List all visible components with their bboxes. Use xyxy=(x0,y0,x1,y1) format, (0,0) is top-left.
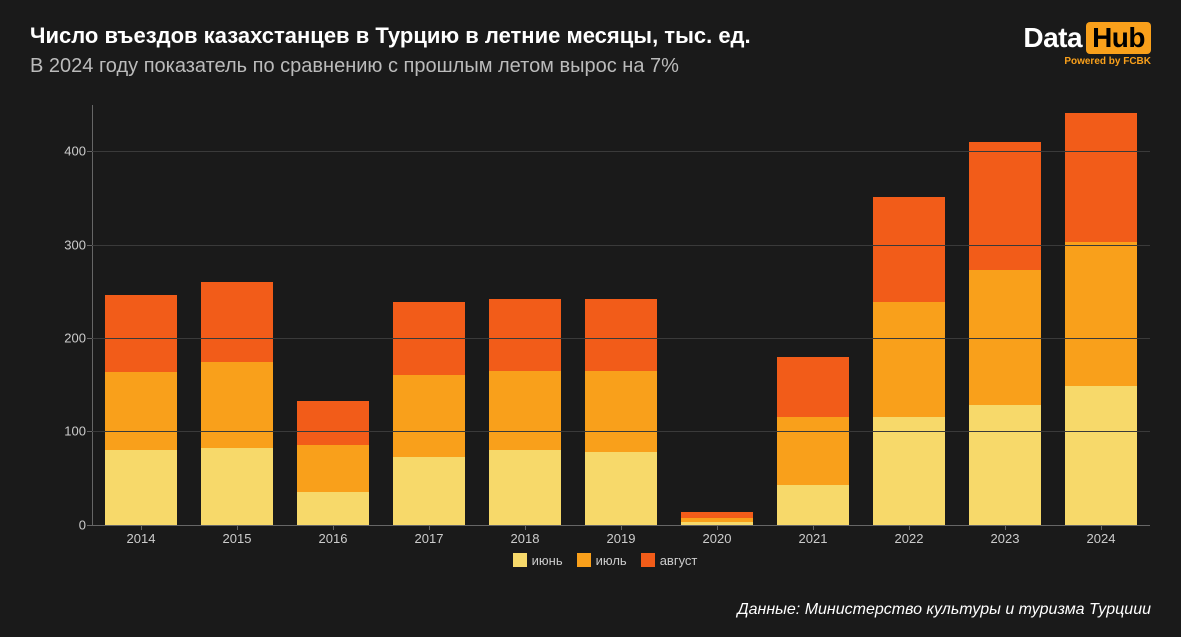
x-tick-mark xyxy=(429,525,430,530)
gridline xyxy=(92,151,1150,152)
bar-segment xyxy=(681,512,753,518)
chart-subtitle: В 2024 году показатель по сравнению с пр… xyxy=(30,53,1023,79)
x-tick-mark xyxy=(717,525,718,530)
bar-segment xyxy=(489,450,561,525)
x-tick-label: 2014 xyxy=(127,531,156,546)
x-tick-label: 2021 xyxy=(799,531,828,546)
legend-item: июль xyxy=(577,553,627,568)
y-tick-mark xyxy=(87,151,92,152)
bar-segment xyxy=(585,371,657,452)
bar-segment xyxy=(201,448,273,525)
bar-segment xyxy=(105,295,177,372)
bar-segment xyxy=(969,142,1041,270)
bar-segment xyxy=(969,405,1041,524)
x-tick-label: 2016 xyxy=(319,531,348,546)
chart-area: 0100200300400 20142015201620172018201920… xyxy=(60,105,1150,555)
x-tick-label: 2018 xyxy=(511,531,540,546)
gridline xyxy=(92,338,1150,339)
y-tick-label: 300 xyxy=(46,237,86,252)
legend-item: август xyxy=(641,553,698,568)
x-tick-label: 2015 xyxy=(223,531,252,546)
bar-segment xyxy=(489,299,561,371)
legend-item: июнь xyxy=(513,553,563,568)
bar-segment xyxy=(873,197,945,302)
plot-area xyxy=(92,105,1150,525)
y-tick-label: 100 xyxy=(46,424,86,439)
datahub-logo: Data Hub xyxy=(1023,22,1151,54)
bar-segment xyxy=(777,485,849,524)
gridline xyxy=(92,245,1150,246)
bar-segment xyxy=(297,492,369,525)
bar-segment xyxy=(105,372,177,449)
bar-segment xyxy=(297,401,369,445)
gridline xyxy=(92,431,1150,432)
x-tick-mark xyxy=(525,525,526,530)
bar-segment xyxy=(777,357,849,418)
bar-segment xyxy=(297,445,369,492)
legend-label: август xyxy=(660,553,698,568)
x-tick-label: 2024 xyxy=(1087,531,1116,546)
legend-swatch xyxy=(513,553,527,567)
chart-title: Число въездов казахстанцев в Турцию в ле… xyxy=(30,22,1023,51)
y-tick-label: 200 xyxy=(46,330,86,345)
titles: Число въездов казахстанцев в Турцию в ле… xyxy=(30,22,1023,79)
x-tick-mark xyxy=(1005,525,1006,530)
bar-segment xyxy=(105,450,177,525)
x-tick-label: 2022 xyxy=(895,531,924,546)
logo-text-left: Data xyxy=(1023,22,1082,54)
y-tick-mark xyxy=(87,525,92,526)
bar-segment xyxy=(489,371,561,450)
x-tick-mark xyxy=(909,525,910,530)
y-tick-mark xyxy=(87,431,92,432)
bar-segment xyxy=(393,375,465,457)
bar-segment xyxy=(393,457,465,524)
header-row: Число въездов казахстанцев в Турцию в ле… xyxy=(30,22,1151,79)
bar-segment xyxy=(201,362,273,448)
x-tick-label: 2017 xyxy=(415,531,444,546)
legend-label: июнь xyxy=(532,553,563,568)
x-tick-mark xyxy=(333,525,334,530)
bar-segment xyxy=(777,417,849,485)
bar-segment xyxy=(585,452,657,525)
x-tick-label: 2023 xyxy=(991,531,1020,546)
bar-segment xyxy=(873,302,945,417)
y-tick-label: 400 xyxy=(46,144,86,159)
x-tick-mark xyxy=(1101,525,1102,530)
logo-tagline: Powered by FCBK xyxy=(1064,56,1151,67)
x-tick-mark xyxy=(621,525,622,530)
bar-segment xyxy=(201,282,273,362)
bars-layer xyxy=(92,105,1150,525)
x-tick-label: 2019 xyxy=(607,531,636,546)
chart-container: Число въездов казахстанцев в Турцию в ле… xyxy=(0,0,1181,637)
y-tick-mark xyxy=(87,338,92,339)
x-tick-label: 2020 xyxy=(703,531,732,546)
source-attribution: Данные: Министерство культуры и туризма … xyxy=(737,601,1151,619)
chart-legend: июнь июль август xyxy=(60,553,1150,568)
bar-segment xyxy=(1065,242,1137,387)
logo-text-right: Hub xyxy=(1086,22,1151,54)
x-tick-mark xyxy=(141,525,142,530)
bar-segment xyxy=(1065,113,1137,242)
bar-segment xyxy=(681,518,753,522)
bar-segment xyxy=(873,417,945,524)
y-tick-mark xyxy=(87,245,92,246)
x-tick-mark xyxy=(237,525,238,530)
bar-segment xyxy=(1065,386,1137,524)
legend-label: июль xyxy=(596,553,627,568)
legend-swatch xyxy=(641,553,655,567)
x-tick-mark xyxy=(813,525,814,530)
bar-segment xyxy=(585,299,657,371)
legend-swatch xyxy=(577,553,591,567)
y-tick-label: 0 xyxy=(46,517,86,532)
logo-block: Data Hub Powered by FCBK xyxy=(1023,22,1151,67)
